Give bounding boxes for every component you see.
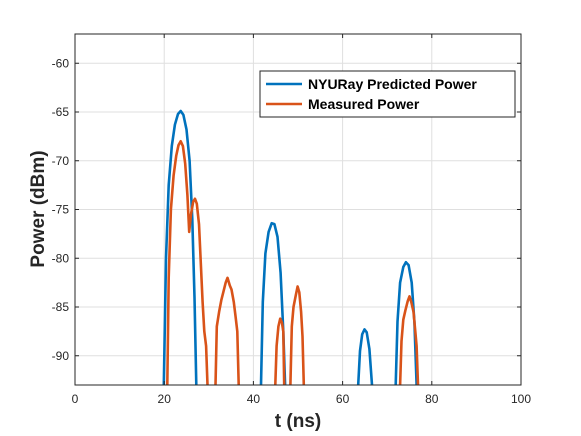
series-line: [166, 140, 209, 385]
legend-label: NYURay Predicted Power: [308, 76, 477, 92]
y-tick-label: -80: [52, 251, 70, 265]
x-tick-label: 60: [336, 392, 350, 406]
series-predicted-power: [162, 109, 418, 385]
y-tick-label: -70: [52, 154, 70, 168]
series-line: [274, 317, 286, 385]
series-line: [214, 276, 240, 385]
y-tick-label: -85: [52, 300, 70, 314]
y-tick-label: -90: [52, 349, 70, 363]
y-tick-label: -65: [52, 105, 70, 119]
series-line: [259, 221, 287, 385]
y-tick-label: -60: [52, 56, 70, 70]
axis-ticks: 0 20 40 60 80 100 -90 -85 -80 -75 -70 -65 -60: [52, 34, 531, 406]
x-tick-label: 100: [511, 392, 531, 406]
x-tick-label: 80: [425, 392, 439, 406]
series-line: [356, 328, 374, 385]
series-line: [289, 285, 306, 385]
series-line: [162, 109, 198, 385]
series-line: [398, 295, 420, 385]
legend: NYURay Predicted Power Measured Power: [259, 70, 516, 118]
y-tick-label: -75: [52, 203, 70, 217]
y-axis-title: Power (dBm): [28, 150, 49, 267]
legend-label: Measured Power: [308, 96, 420, 112]
legend-box: [259, 70, 516, 118]
x-tick-label: 20: [158, 392, 172, 406]
plot-area: [162, 109, 420, 385]
series-measured-power: [166, 140, 420, 385]
x-tick-label: 40: [247, 392, 261, 406]
x-tick-label: 0: [72, 392, 79, 406]
x-axis-title: t (ns): [275, 411, 321, 432]
